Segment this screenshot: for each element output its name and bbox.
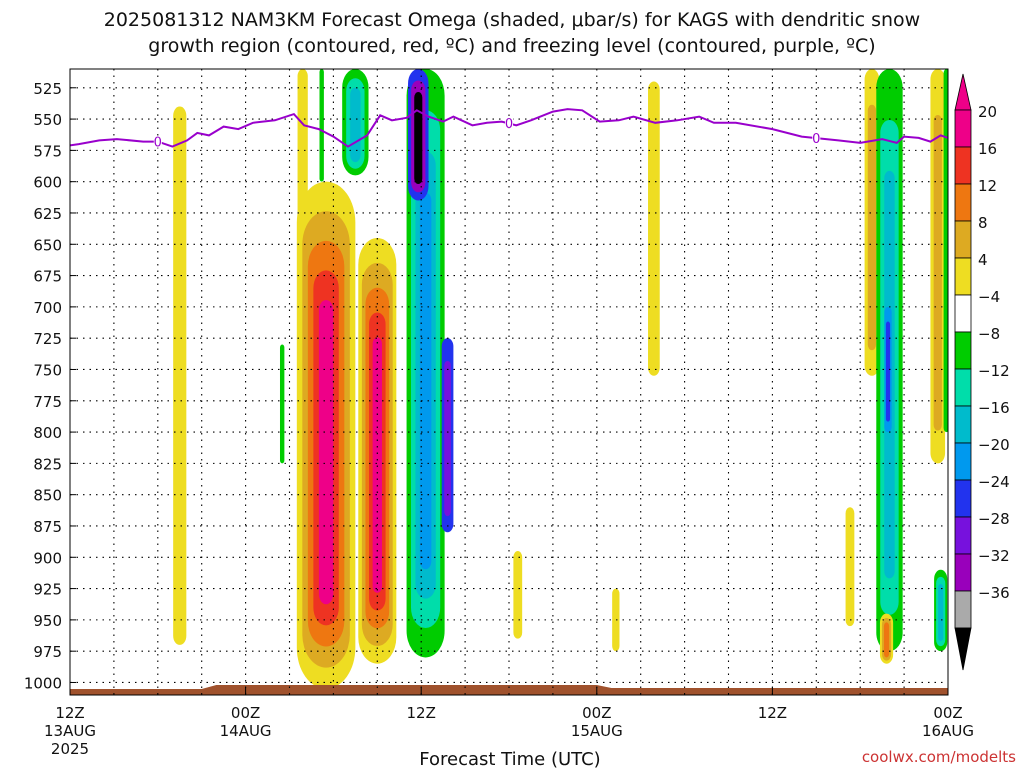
omega-cell-12-0 bbox=[648, 81, 660, 376]
colorbar-label: −36 bbox=[978, 584, 1010, 602]
omega-cell-16-1 bbox=[885, 321, 891, 422]
omega-shaded-field bbox=[173, 69, 948, 689]
x-tick-label: 00Z bbox=[933, 704, 962, 722]
colorbar-label: 20 bbox=[978, 103, 997, 121]
colorbar-label: −24 bbox=[978, 473, 1010, 491]
y-tick-label: 925 bbox=[33, 581, 62, 599]
x-tick-label: 12Z bbox=[758, 704, 787, 722]
omega-cell-1-0 bbox=[279, 344, 285, 464]
colorbar-label: 4 bbox=[978, 251, 988, 269]
colorbar-bottom-arrow bbox=[954, 627, 972, 671]
omega-cell-14-1 bbox=[867, 104, 877, 351]
credit-text: coolwx.com/modelts bbox=[862, 748, 1016, 766]
y-tick-label: 750 bbox=[33, 361, 62, 379]
omega-cell-4-4 bbox=[372, 337, 382, 593]
y-tick-label: 975 bbox=[33, 643, 62, 661]
omega-cell-17-2 bbox=[883, 622, 890, 658]
omega-cell-7-3 bbox=[419, 192, 432, 570]
colorbar-label: −12 bbox=[978, 362, 1010, 380]
colorbar-segment bbox=[954, 516, 972, 555]
y-tick-label: 725 bbox=[33, 330, 62, 348]
y-tick-label: 875 bbox=[33, 518, 62, 536]
x-tick-label: 12Z bbox=[55, 704, 84, 722]
x-tick-label: 14AUG bbox=[220, 722, 272, 740]
freezing-level-label: 0 bbox=[505, 117, 513, 132]
y-tick-label: 850 bbox=[33, 487, 62, 505]
x-tick-label: 00Z bbox=[231, 704, 260, 722]
colorbar-label: 8 bbox=[978, 214, 988, 232]
colorbar-label: −28 bbox=[978, 510, 1010, 528]
grid-lines bbox=[70, 69, 948, 695]
colorbar-segment bbox=[954, 331, 972, 370]
x-tick-label: 12Z bbox=[407, 704, 436, 722]
x-tick-label: 13AUG bbox=[44, 722, 96, 740]
y-tick-label: 775 bbox=[33, 393, 62, 411]
freezing-label-bg bbox=[812, 131, 821, 144]
colorbar-segment bbox=[954, 590, 972, 629]
colorbar-label: −8 bbox=[978, 325, 1000, 343]
colorbar-segment bbox=[954, 257, 972, 296]
colorbar-segment bbox=[954, 109, 972, 148]
freezing-label-bg bbox=[153, 135, 162, 148]
plot-frame bbox=[69, 68, 949, 696]
colorbar-label: −16 bbox=[978, 399, 1010, 417]
colorbar-segment bbox=[954, 183, 972, 222]
y-tick-label: 900 bbox=[33, 549, 62, 567]
colorbar-top-arrow bbox=[954, 73, 972, 111]
x-tick-label: 2025 bbox=[51, 740, 89, 758]
omega-cell-18-1 bbox=[933, 115, 942, 431]
omega-cell-3-4 bbox=[318, 299, 334, 605]
x-axis-label: Forecast Time (UTC) bbox=[419, 749, 600, 768]
freezing-level-label: 0 bbox=[154, 136, 162, 151]
colorbar-label: 12 bbox=[978, 177, 997, 195]
omega-colorbar: 20 16 12 8 4 −4 −8 −12 −16 −20 −24 −28 −32 −36 bbox=[954, 73, 1010, 671]
y-tick-label: 575 bbox=[33, 142, 62, 160]
colorbar-segment bbox=[954, 220, 972, 259]
colorbar-segment bbox=[954, 442, 972, 481]
y-tick-label: 675 bbox=[33, 268, 62, 286]
colorbar-segment bbox=[954, 405, 972, 444]
y-tick-label: 625 bbox=[33, 205, 62, 223]
omega-cell-10-0 bbox=[513, 551, 523, 639]
omega-cell-6-2 bbox=[350, 87, 361, 163]
colorbar-segment bbox=[954, 368, 972, 407]
colorbar-segment bbox=[954, 146, 972, 185]
omega-cell-8-2 bbox=[414, 92, 423, 185]
x-tick-label: 00Z bbox=[582, 704, 611, 722]
omega-cell-19-0 bbox=[943, 69, 948, 433]
freezing-level-line bbox=[70, 108, 948, 148]
colorbar-segment bbox=[954, 479, 972, 518]
colorbar-label: −20 bbox=[978, 436, 1010, 454]
pressure-axis: 525 550 575 600 625 650 675 700 725 750 775 800 825 8… bbox=[24, 80, 76, 692]
omega-cell-20-2 bbox=[938, 584, 944, 642]
colorbar-segment bbox=[954, 294, 972, 333]
chart-title-line-1: 2025081312 NAM3KM Forecast Omega (shaded… bbox=[104, 9, 920, 31]
freezing-label-bg bbox=[505, 116, 513, 129]
y-tick-label: 800 bbox=[33, 424, 62, 442]
omega-cell-9-1 bbox=[444, 360, 451, 517]
colorbar-label: −32 bbox=[978, 547, 1010, 565]
omega-cell-13-0 bbox=[845, 507, 855, 627]
y-tick-label: 650 bbox=[33, 236, 62, 254]
freezing-level-label: 0 bbox=[812, 132, 820, 147]
colorbar-label: 16 bbox=[978, 140, 997, 158]
x-tick-label: 15AUG bbox=[571, 722, 623, 740]
colorbar-segment bbox=[954, 553, 972, 592]
y-tick-label: 700 bbox=[33, 299, 62, 317]
freezing-level-contour: 0 0 0 bbox=[70, 108, 948, 151]
y-tick-label: 525 bbox=[33, 80, 62, 98]
omega-cell-5-0 bbox=[319, 69, 324, 182]
colorbar-label: −4 bbox=[978, 288, 1000, 306]
y-tick-label: 825 bbox=[33, 455, 62, 473]
chart-title-line-2: growth region (contoured, red, ºC) and f… bbox=[148, 35, 875, 57]
omega-cell-0-0 bbox=[173, 106, 187, 645]
y-tick-label: 1000 bbox=[24, 674, 62, 692]
omega-cell-11-0 bbox=[612, 588, 620, 652]
y-tick-label: 950 bbox=[33, 612, 62, 630]
y-tick-label: 550 bbox=[33, 111, 62, 129]
x-tick-label: 16AUG bbox=[922, 722, 974, 740]
y-tick-label: 600 bbox=[33, 174, 62, 192]
